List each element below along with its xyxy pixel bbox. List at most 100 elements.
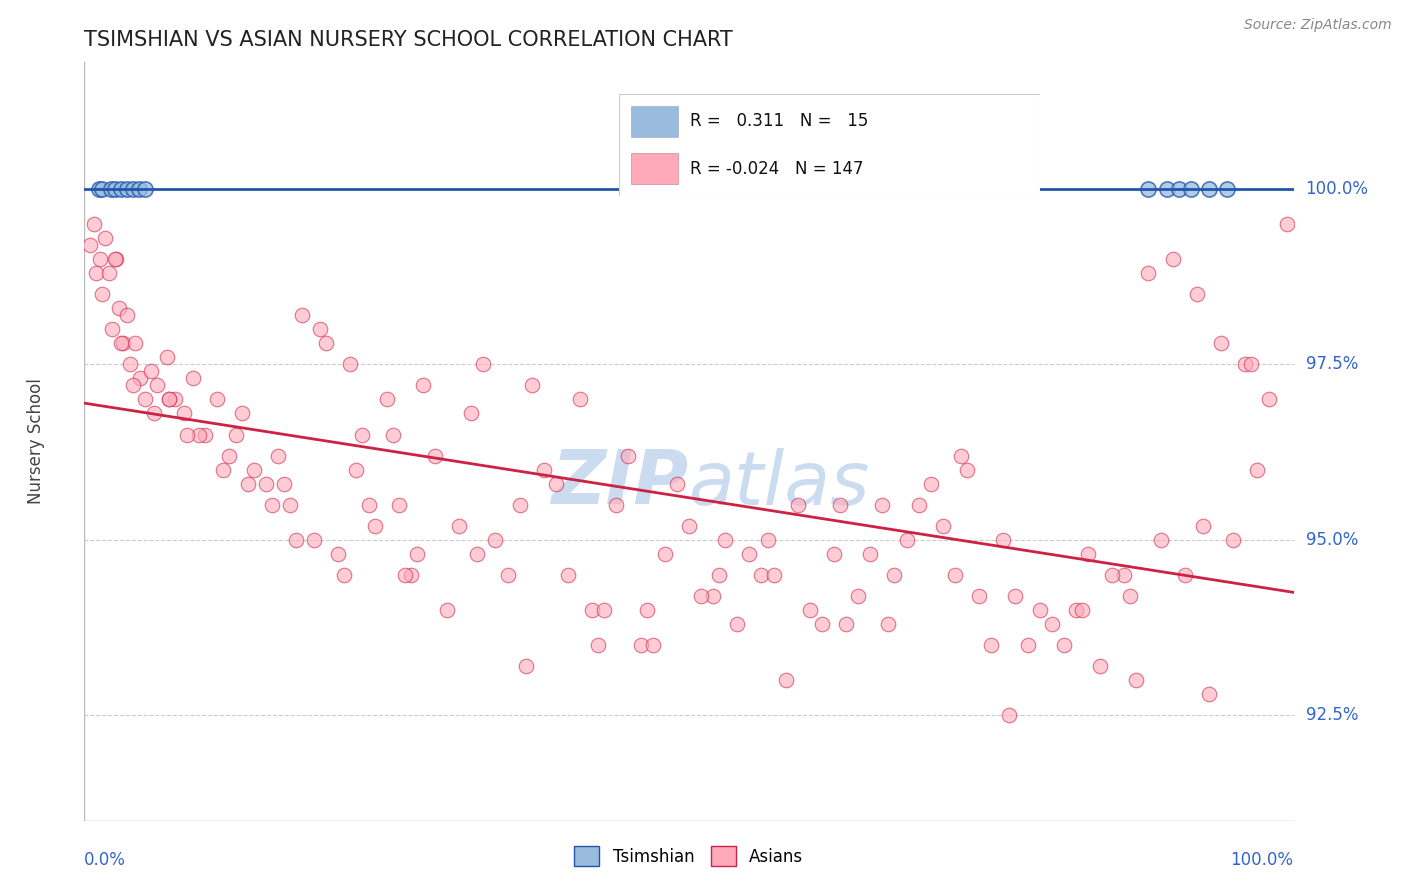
Point bbox=[143, 407, 166, 421]
Point bbox=[877, 617, 900, 632]
Point bbox=[91, 287, 114, 301]
Point bbox=[823, 547, 845, 561]
Point bbox=[194, 427, 217, 442]
Point bbox=[725, 617, 748, 632]
Text: atlas: atlas bbox=[689, 448, 870, 520]
Point bbox=[188, 427, 211, 442]
Point bbox=[1137, 182, 1160, 196]
Text: 97.5%: 97.5% bbox=[1306, 355, 1358, 374]
Point bbox=[115, 182, 138, 196]
Point bbox=[1277, 217, 1299, 231]
Point bbox=[472, 357, 495, 371]
Point bbox=[1174, 568, 1197, 582]
Point bbox=[104, 182, 127, 196]
Point bbox=[520, 378, 543, 392]
Text: ZIP: ZIP bbox=[551, 447, 689, 520]
Point bbox=[557, 568, 579, 582]
Point bbox=[998, 708, 1021, 723]
Legend: Tsimshian, Asians: Tsimshian, Asians bbox=[568, 839, 810, 873]
Point bbox=[654, 547, 676, 561]
Point bbox=[630, 638, 652, 652]
Point bbox=[907, 498, 929, 512]
Point bbox=[273, 476, 295, 491]
Point bbox=[157, 392, 180, 407]
Point bbox=[89, 252, 111, 266]
Point bbox=[665, 476, 688, 491]
Point bbox=[762, 568, 785, 582]
Point bbox=[830, 498, 852, 512]
Point bbox=[1180, 182, 1202, 196]
Point bbox=[1185, 287, 1208, 301]
Point bbox=[134, 392, 156, 407]
Text: 100.0%: 100.0% bbox=[1306, 180, 1368, 198]
Point bbox=[738, 547, 761, 561]
Text: R = -0.024   N = 147: R = -0.024 N = 147 bbox=[690, 160, 863, 178]
Point bbox=[173, 407, 195, 421]
Point bbox=[980, 638, 1002, 652]
Point bbox=[449, 518, 471, 533]
Point bbox=[896, 533, 918, 547]
Point bbox=[115, 308, 138, 322]
Bar bbox=[631, 153, 678, 184]
Point bbox=[212, 462, 235, 476]
Text: 95.0%: 95.0% bbox=[1306, 531, 1358, 549]
Point bbox=[309, 322, 332, 336]
Point bbox=[993, 533, 1015, 547]
Point bbox=[1101, 568, 1123, 582]
Point bbox=[1222, 533, 1244, 547]
Point bbox=[375, 392, 398, 407]
Point bbox=[100, 182, 122, 196]
Point bbox=[533, 462, 555, 476]
Point bbox=[460, 407, 482, 421]
Point bbox=[399, 568, 422, 582]
Point bbox=[101, 322, 124, 336]
Point bbox=[1246, 462, 1268, 476]
Point bbox=[346, 462, 368, 476]
Point bbox=[110, 336, 132, 351]
Point bbox=[242, 462, 264, 476]
Point bbox=[1064, 603, 1087, 617]
Point bbox=[112, 336, 135, 351]
Point bbox=[883, 568, 905, 582]
Point bbox=[218, 449, 240, 463]
Point bbox=[176, 427, 198, 442]
Point bbox=[285, 533, 308, 547]
Point bbox=[94, 231, 117, 245]
Point bbox=[846, 589, 869, 603]
Point bbox=[79, 238, 101, 252]
Point bbox=[690, 589, 713, 603]
Point bbox=[236, 476, 259, 491]
Point bbox=[128, 182, 150, 196]
Point bbox=[104, 252, 127, 266]
Point bbox=[412, 378, 434, 392]
Point bbox=[1114, 568, 1136, 582]
Point bbox=[363, 518, 385, 533]
Point bbox=[1258, 392, 1281, 407]
Point bbox=[87, 182, 110, 196]
Point bbox=[357, 498, 380, 512]
Point bbox=[110, 182, 132, 196]
Point bbox=[1192, 518, 1215, 533]
Point bbox=[775, 673, 797, 688]
Text: TSIMSHIAN VS ASIAN NURSERY SCHOOL CORRELATION CHART: TSIMSHIAN VS ASIAN NURSERY SCHOOL CORREL… bbox=[84, 29, 733, 50]
Point bbox=[835, 617, 858, 632]
Point bbox=[1149, 533, 1171, 547]
Point bbox=[83, 217, 105, 231]
Point bbox=[333, 568, 356, 582]
Point bbox=[1077, 547, 1099, 561]
Point bbox=[967, 589, 990, 603]
Point bbox=[1125, 673, 1147, 688]
Text: Nursery School: Nursery School bbox=[27, 378, 45, 505]
Point bbox=[254, 476, 277, 491]
Point bbox=[406, 547, 429, 561]
Point bbox=[352, 427, 374, 442]
Point bbox=[1071, 603, 1094, 617]
Point bbox=[678, 518, 700, 533]
Point bbox=[91, 182, 114, 196]
Point bbox=[702, 589, 724, 603]
Point bbox=[593, 603, 616, 617]
Point bbox=[1167, 182, 1189, 196]
Point bbox=[1161, 252, 1184, 266]
Point bbox=[956, 462, 979, 476]
Point bbox=[1088, 659, 1111, 673]
